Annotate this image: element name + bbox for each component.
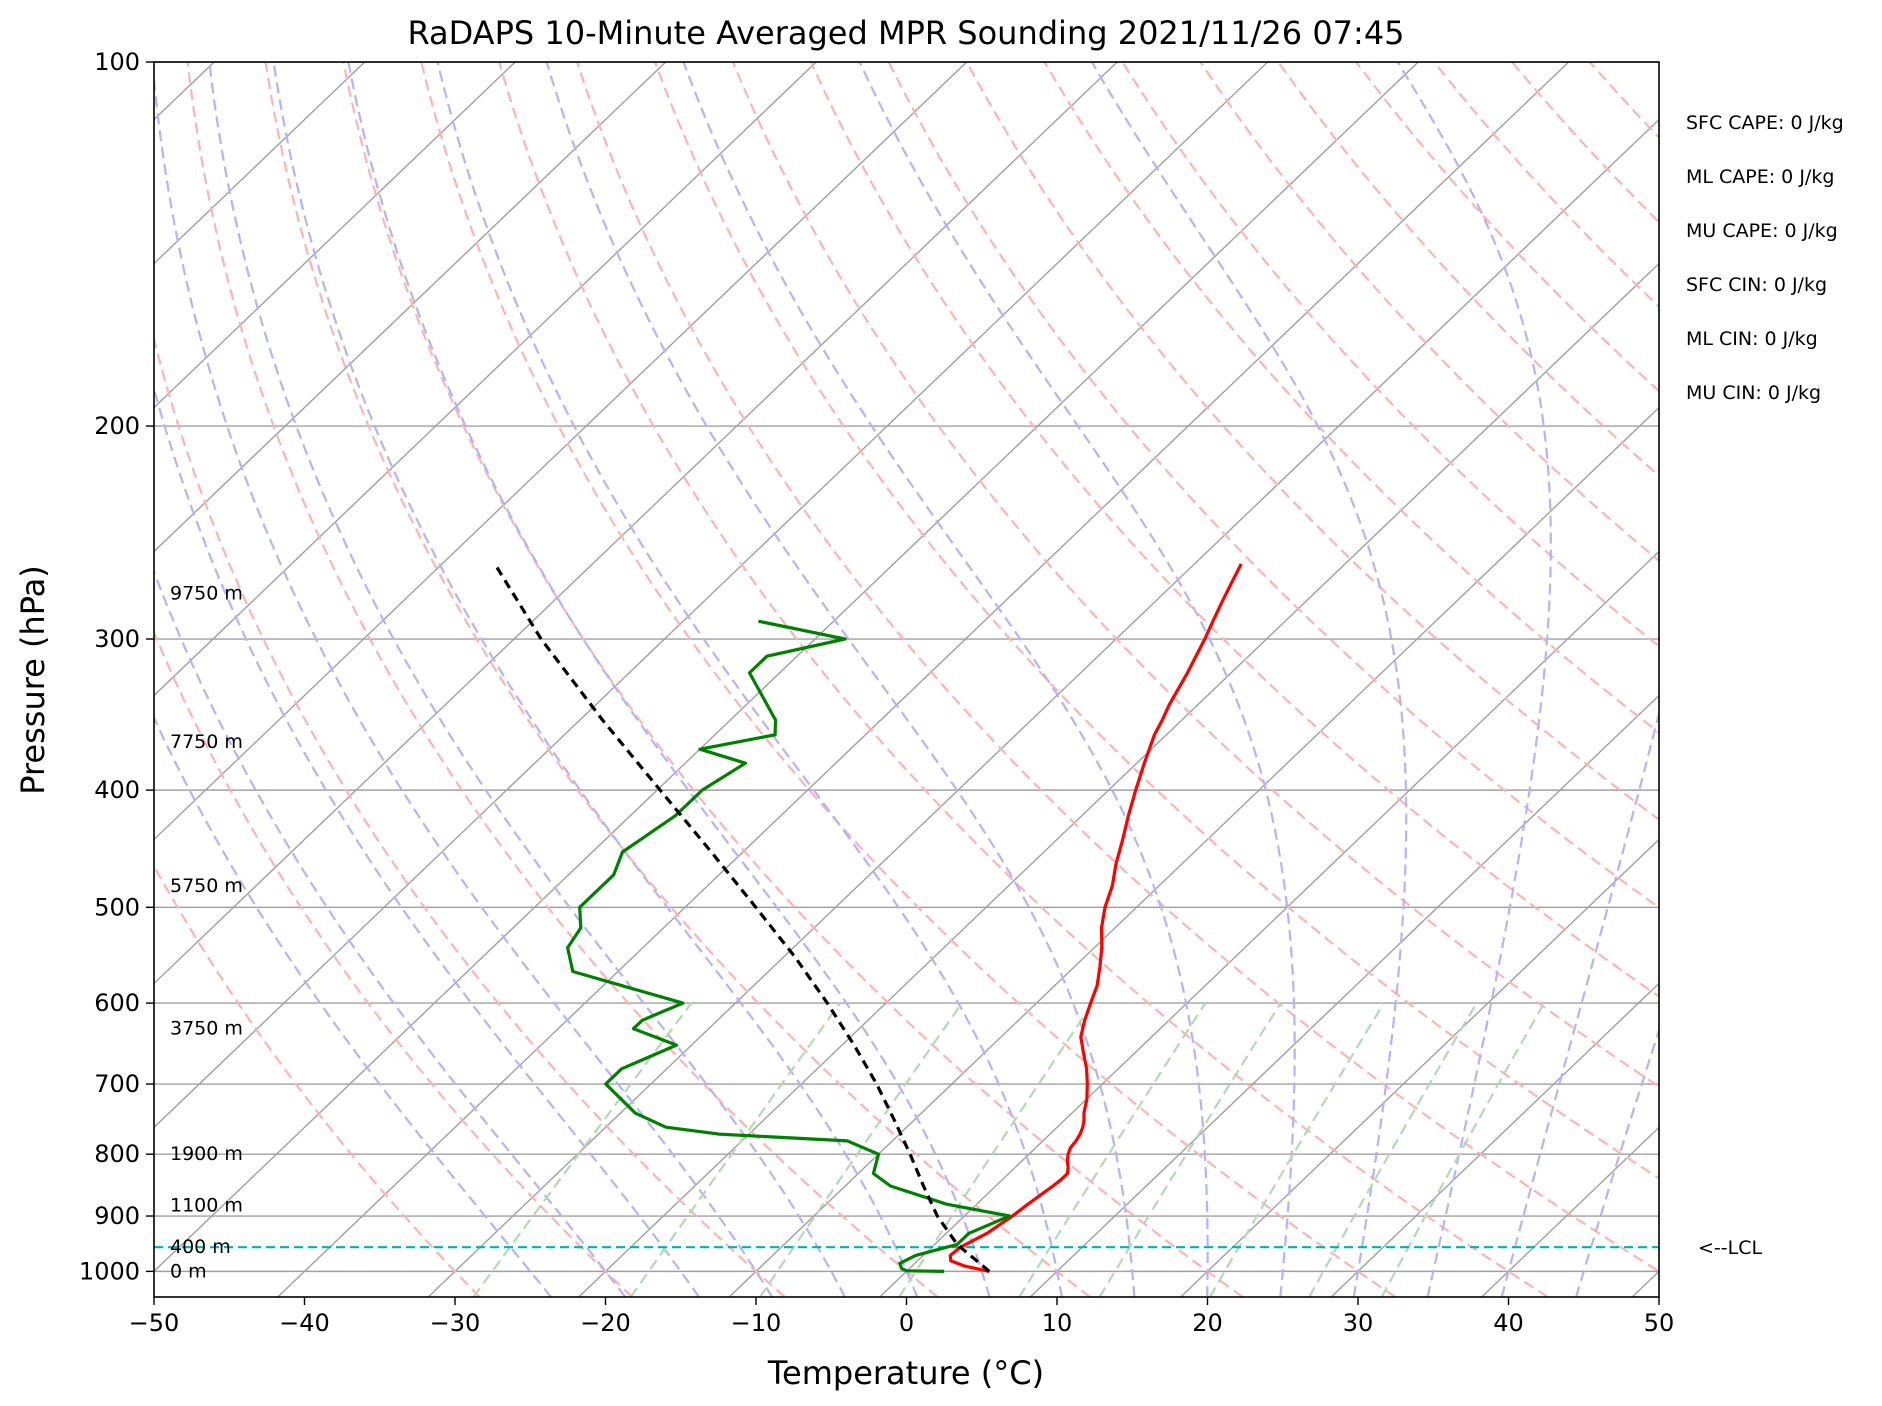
moist-adiabat-line: [858, 62, 1296, 1297]
mixing-ratio-line: [1308, 1002, 1478, 1297]
isotherm-line: [578, 262, 1659, 1297]
isotherm-line: [154, 62, 1269, 1129]
dry-adiabat-line: [1043, 62, 1659, 734]
stability-index: ML CIN: 0 J/kg: [1686, 328, 1818, 350]
stability-index: MU CIN: 0 J/kg: [1686, 382, 1821, 404]
y-tick-label: 700: [94, 1070, 140, 1098]
mixing-ratio-line: [629, 1002, 841, 1297]
moist-adiabat-line: [1575, 1026, 1659, 1297]
y-tick-label: 300: [94, 625, 140, 653]
isotherm-line: [1330, 982, 1659, 1297]
dry-adiabat-line: [731, 62, 1659, 1089]
background-lines: [154, 62, 1659, 1297]
isotherm-line: [154, 62, 817, 697]
moist-adiabat-line: [154, 715, 552, 1297]
x-tick-label: 40: [1493, 1309, 1524, 1337]
mixing-ratio-line: [898, 1002, 1094, 1297]
dry-adiabat-line: [498, 62, 1549, 1297]
dewpoint-line: [566, 619, 1012, 1273]
dry-adiabat-line: [420, 62, 1396, 1297]
moist-adiabat-line: [208, 62, 846, 1297]
moist-adiabat-line: [154, 569, 627, 1297]
y-tick-label: 900: [94, 1202, 140, 1230]
moist-adiabat-line: [1090, 62, 1408, 1297]
parcel-line: [493, 563, 991, 1273]
moist-adiabat-line: [272, 62, 919, 1297]
moist-adiabat-line: [1396, 62, 1552, 1297]
mixing-ratio-line: [1018, 1002, 1207, 1297]
height-label: 3750 m: [170, 1018, 243, 1040]
lcl-label: <--LCL: [1698, 1237, 1762, 1259]
moist-adiabat-line: [436, 62, 1063, 1297]
height-label: 5750 m: [170, 875, 243, 897]
y-tick-label: 100: [94, 48, 140, 76]
y-tick-label: 1000: [79, 1257, 140, 1285]
y-axis-label: Pressure (hPa): [14, 565, 52, 795]
isotherm-line: [879, 550, 1659, 1297]
moist-adiabat-line: [347, 62, 991, 1297]
y-tick-label: 500: [94, 893, 140, 921]
data-lines: [154, 563, 1659, 1273]
stability-index: ML CAPE: 0 J/kg: [1686, 166, 1834, 188]
moist-adiabat-line: [154, 384, 700, 1297]
moist-adiabat-line: [1500, 709, 1659, 1297]
height-label: 1900 m: [170, 1143, 243, 1165]
dry-adiabat-line: [887, 62, 1659, 909]
mixing-ratio-line: [1380, 1002, 1546, 1297]
dry-adiabat-line: [653, 62, 1659, 1180]
height-label: 1100 m: [170, 1194, 243, 1216]
isotherm-line: [1180, 838, 1659, 1297]
height-label: 0 m: [170, 1260, 207, 1282]
y-tick-label: 800: [94, 1140, 140, 1168]
height-label: 9750 m: [170, 582, 243, 604]
x-tick-label: 10: [1042, 1309, 1073, 1337]
x-tick-label: 30: [1343, 1309, 1374, 1337]
moist-adiabat-line: [154, 66, 774, 1297]
mixing-ratio-line: [1208, 1002, 1385, 1297]
chart-title: RaDAPS 10-Minute Averaged MPR Sounding 2…: [407, 14, 1404, 52]
x-tick-label: −30: [430, 1309, 481, 1337]
stability-index: MU CAPE: 0 J/kg: [1686, 220, 1838, 242]
x-tick-label: −20: [580, 1309, 631, 1337]
y-tick-label: 400: [94, 776, 140, 804]
mixing-ratio-line: [1098, 1002, 1282, 1297]
moist-adiabat-line: [682, 62, 1209, 1297]
axes: −50 −40 −30 −20 −10 0 10 20 30 40 50 100 200 300 400 50…: [79, 48, 1674, 1337]
mixing-ratio-line: [472, 1002, 693, 1297]
x-tick-label: −10: [731, 1309, 782, 1337]
isotherm-line: [1029, 694, 1659, 1297]
moist-adiabat-line: [545, 62, 1136, 1297]
height-label: 400 m: [170, 1236, 231, 1258]
isotherm-line: [154, 62, 1419, 1273]
dry-adiabat-line: [186, 62, 939, 1297]
mixing-ratio-line: [759, 1002, 963, 1297]
x-axis-label: Temperature (°C): [767, 1354, 1044, 1392]
x-tick-label: 50: [1644, 1309, 1675, 1337]
isotherm-line: [154, 62, 516, 409]
isotherm-line: [277, 62, 1570, 1297]
temperature-line: [948, 563, 1243, 1273]
stability-index: SFC CAPE: 0 J/kg: [1686, 112, 1844, 134]
stability-index: SFC CIN: 0 J/kg: [1686, 274, 1827, 296]
x-tick-label: −40: [279, 1309, 330, 1337]
isotherm-line: [154, 62, 968, 841]
height-label: 7750 m: [170, 731, 243, 753]
isotherm-line: [154, 62, 667, 553]
dry-adiabat-line: [154, 629, 633, 1297]
x-tick-label: 20: [1192, 1309, 1223, 1337]
x-tick-label: 0: [899, 1309, 914, 1337]
dry-adiabat-line: [576, 62, 1659, 1273]
isotherm-line: [154, 62, 1118, 985]
y-tick-label: 600: [94, 989, 140, 1017]
x-tick-label: −50: [129, 1309, 180, 1337]
y-tick-label: 200: [94, 412, 140, 440]
